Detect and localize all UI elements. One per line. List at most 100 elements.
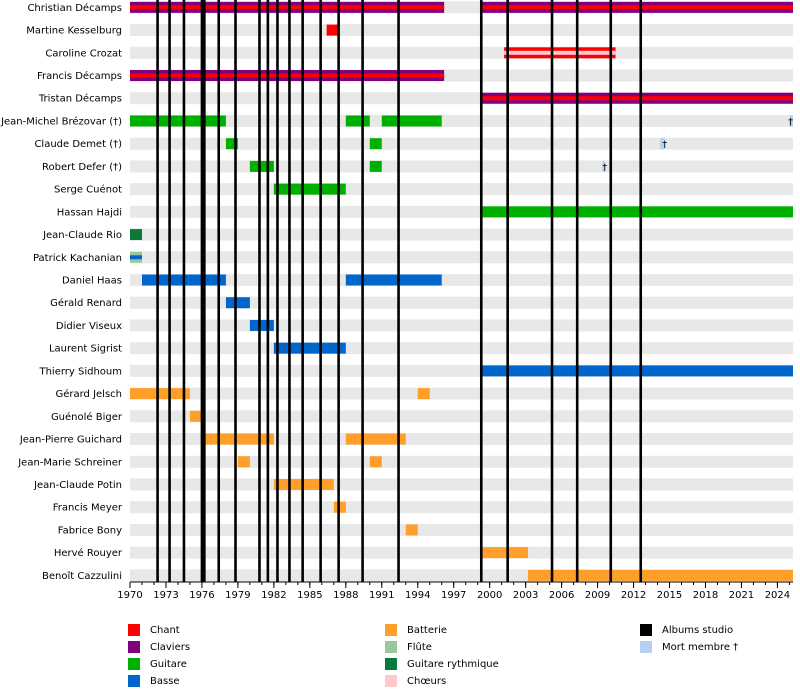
x-tick-label: 2006 [549, 590, 574, 601]
legend-swatch-basse [128, 675, 140, 687]
legend-swatch-guitare [128, 658, 140, 670]
row-stripe [130, 137, 793, 150]
member-label-hassan-hajdi: Hassan Hajdi [57, 207, 122, 218]
member-label-gerald-renard: Gérald Renard [50, 297, 122, 309]
bar-batterie-benoit-cazzulini [528, 569, 793, 581]
bar-guitare-robert-defer [249, 160, 274, 172]
member-label-jean-marie-schreiner: Jean-Marie Schreiner [17, 457, 123, 468]
member-label-christian-decamps: Christian Décamps [27, 2, 122, 14]
row-stripe [130, 160, 793, 173]
x-tick-label: 1994 [405, 590, 430, 601]
legend-swatch-choeurs [385, 675, 397, 687]
legend-label-basse: Basse [150, 675, 180, 687]
x-tick-label: 1997 [441, 590, 466, 601]
bar-basse-thierry-sidhoum [480, 365, 793, 377]
member-label-benoit-cazzulini: Benoît Cazzulini [42, 570, 122, 582]
legend-swatch-albums [640, 624, 652, 636]
bar-mort-jean-michel-brezovar [789, 115, 793, 127]
row-stripe [130, 455, 793, 468]
legend-swatch-claviers [128, 641, 140, 653]
bar-guitare-jean-michel-brezovar [381, 115, 442, 127]
member-label-guenole-biger: Guénolé Biger [51, 411, 123, 423]
bar-batterie-jean-marie-schreiner [369, 456, 382, 468]
row-background-stripes [130, 1, 793, 582]
row-stripe [130, 501, 793, 514]
bar-batterie-jean-pierre-guichard [201, 433, 274, 445]
bar-mort-claude-demet [659, 138, 665, 150]
legend-label-guitare_rythmique: Guitare rythmique [407, 658, 499, 670]
member-label-jean-claude-potin: Jean-Claude Potin [33, 480, 122, 491]
legend-label-batterie: Batterie [407, 624, 448, 636]
x-tick-label: 2024 [765, 590, 790, 601]
legend-label-flute: Flûte [407, 641, 432, 653]
row-stripe [130, 387, 793, 400]
legend-label-claviers: Claviers [150, 641, 191, 653]
member-label-caroline-crozat: Caroline Crozat [45, 48, 122, 59]
row-stripe [130, 228, 793, 241]
member-label-patrick-kachanian: Patrick Kachanian [33, 253, 122, 264]
row-stripe [130, 114, 793, 127]
legend-item-batterie: Batterie [385, 623, 447, 637]
member-label-serge-cuenot: Serge Cuénot [54, 184, 122, 196]
member-label-francis-meyer: Francis Meyer [53, 503, 123, 514]
legend-swatch-chant [128, 624, 140, 636]
bar-choeurs-caroline-crozat [504, 50, 616, 55]
bar-guitare-claude-demet [225, 138, 238, 150]
death-mark-claude-demet: † [662, 140, 667, 151]
bar-chant-christian-decamps [130, 5, 445, 10]
legend-item-guitare: Guitare [128, 657, 187, 671]
death-marks: † † † [602, 117, 793, 173]
x-tick-label: 1985 [297, 590, 322, 601]
row-stripe [130, 319, 793, 332]
member-label-fabrice-bony: Fabrice Bony [58, 525, 122, 536]
x-axis: 1970 1973 1976 1979 1982 1985 1988 1991 1994 1997… [117, 581, 793, 601]
member-bars [130, 1, 793, 581]
bar-guitare-robert-defer [369, 160, 382, 172]
bar-guitare-serge-cuenot [273, 183, 346, 195]
bar-guitare_rythmique-jean-claude-rio [130, 229, 142, 241]
x-tick-label: 1973 [153, 590, 178, 601]
x-tick-label: 1991 [369, 590, 394, 601]
legend-item-mort: Mort membre † [640, 640, 738, 654]
row-stripe [130, 183, 793, 196]
row-stripe [130, 251, 793, 264]
death-mark-robert-defer: † [602, 162, 607, 173]
x-tick-label: 1988 [333, 590, 358, 601]
member-label-francis-decamps: Francis Décamps [37, 70, 122, 82]
bar-batterie-gerard-jelsch [417, 388, 430, 400]
legend-label-mort: Mort membre † [662, 641, 739, 653]
row-stripe [130, 342, 793, 355]
bar-basse-daniel-haas [345, 274, 442, 286]
legend-item-guitare_rythmique: Guitare rythmique [385, 657, 499, 671]
bar-mort-robert-defer [602, 160, 605, 172]
member-label-jean-pierre-guichard: Jean-Pierre Guichard [19, 435, 122, 446]
bar-chant-christian-decamps [480, 5, 793, 10]
album-lines [156, 0, 643, 582]
bar-guitare-claude-demet [369, 138, 382, 150]
bar-chant-tristan-decamps [480, 96, 793, 101]
row-stripe [130, 274, 793, 286]
legend-item-choeurs: Chœurs [385, 674, 446, 688]
legend-label-choeurs: Chœurs [407, 675, 447, 687]
bar-batterie-gerard-jelsch [130, 388, 190, 400]
member-label-claude-demet: Claude Demet (†) [34, 139, 122, 150]
bar-batterie-fabrice-bony [405, 524, 418, 536]
x-tick-label: 2012 [621, 590, 646, 601]
bar-basse-gerald-renard [225, 297, 250, 309]
member-labels: Christian Décamps Martine Kesselburg Carol… [0, 2, 123, 582]
band-timeline-chart: Christian Décamps Martine Kesselburg Carol… [0, 0, 793, 601]
bar-batterie-herve-rouyer [480, 547, 529, 559]
row-stripe [130, 546, 793, 559]
x-tick-label: 2003 [513, 590, 538, 601]
bar-guitare-hassan-hajdi [480, 206, 793, 218]
row-stripe [130, 46, 793, 59]
x-tick-label: 2015 [657, 590, 682, 601]
member-label-jean-claude-rio: Jean-Claude Rio [42, 230, 122, 241]
x-tick-label: 2018 [693, 590, 718, 601]
row-stripe [130, 24, 793, 37]
member-label-daniel-haas: Daniel Haas [62, 276, 122, 287]
legend-swatch-guitare_rythmique [385, 658, 397, 670]
legend: Chant Claviers Guitare Basse Batterie Flûte Gu… [0, 618, 800, 698]
bar-basse-didier-viseux [249, 319, 274, 331]
x-tick-label: 1970 [117, 590, 142, 601]
